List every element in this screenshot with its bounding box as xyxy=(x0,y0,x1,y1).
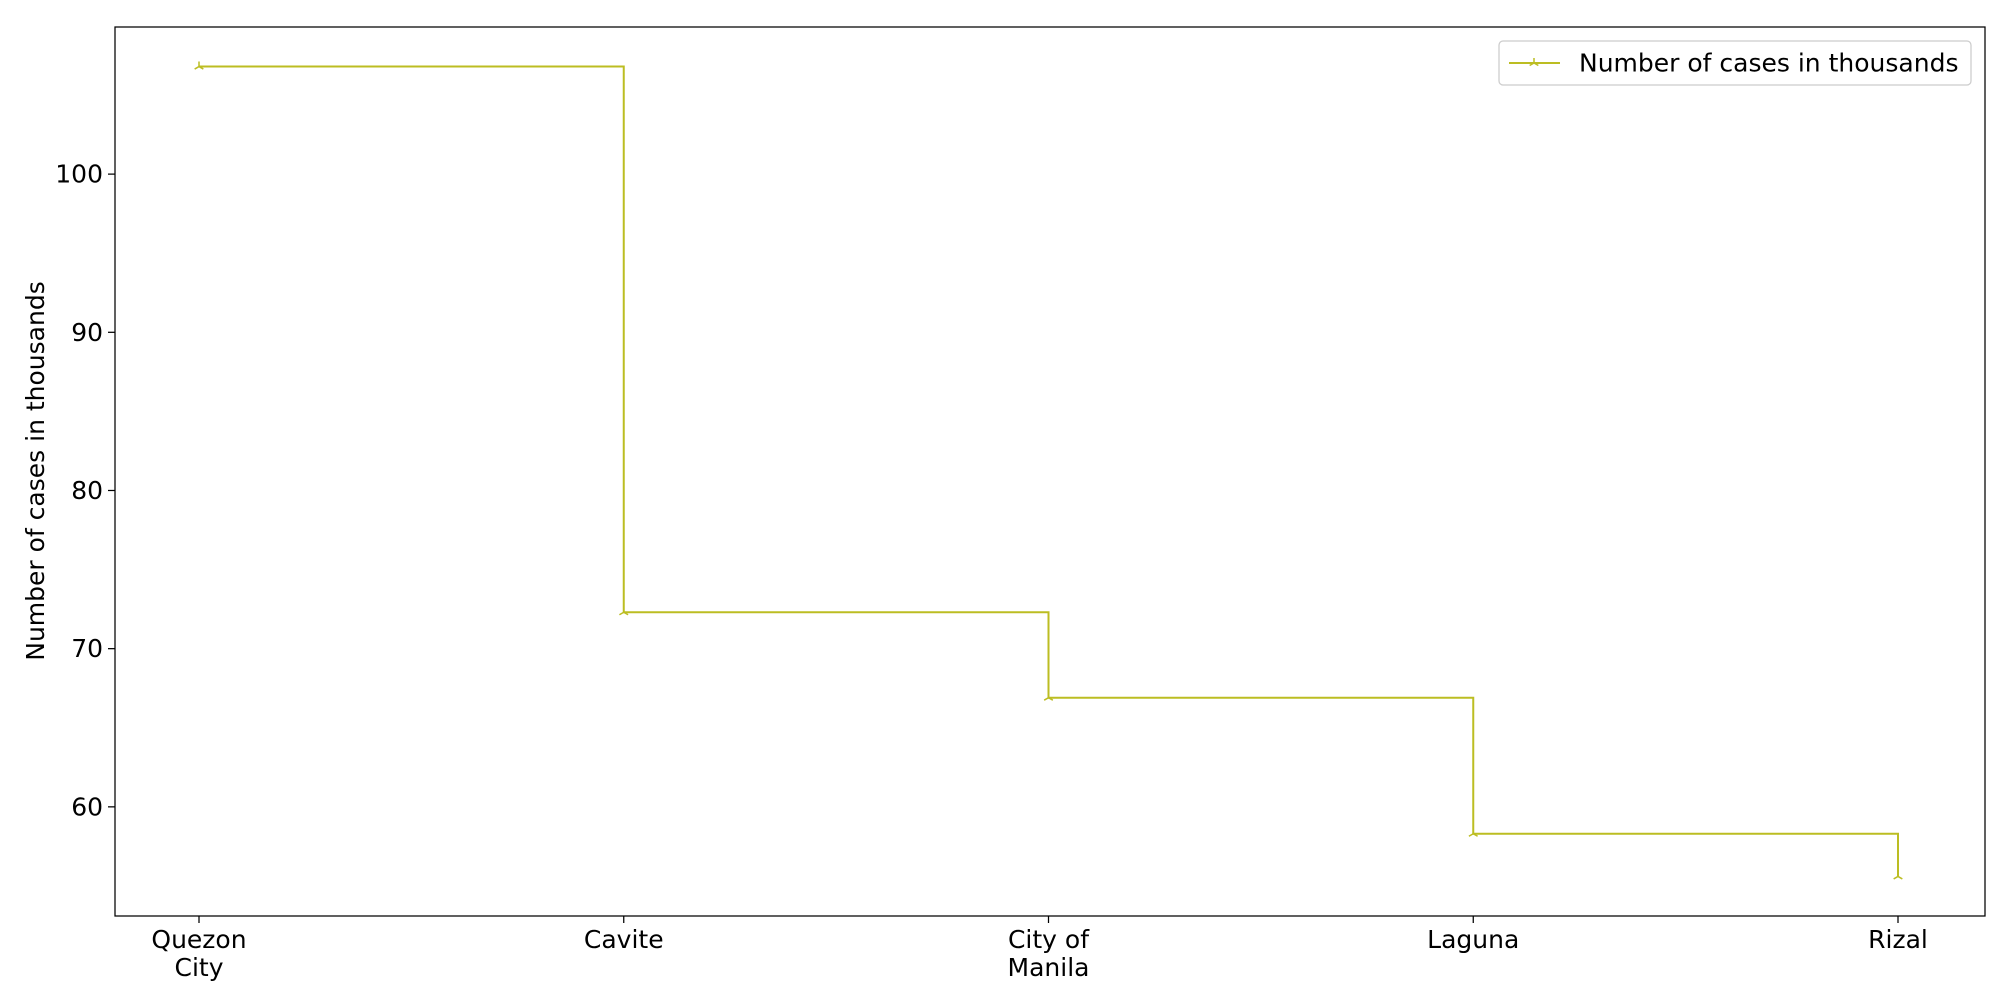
x-tick-label: Cavite xyxy=(584,925,664,954)
plot-area: 60 70 80 90 100 Quezon City Cavite City of Manila… xyxy=(55,26,1986,982)
legend-box xyxy=(1498,40,1972,86)
data-point-marker xyxy=(194,61,204,70)
x-tick-label: City of Manila xyxy=(1008,925,1091,982)
data-point-marker xyxy=(1893,871,1903,880)
y-tick-label: 80 xyxy=(71,476,103,505)
legend-marker-swatch xyxy=(1529,58,1539,67)
x-tick-label: Laguna xyxy=(1427,925,1519,954)
data-point-marker xyxy=(619,607,629,616)
x-tick-label: Quezon City xyxy=(151,925,246,982)
axes-frame xyxy=(114,26,1986,917)
x-tick-label: Rizal xyxy=(1868,925,1928,954)
y-tick-label: 90 xyxy=(71,318,103,347)
y-axis-label: Number of cases in thousands xyxy=(21,281,50,660)
legend-label: Number of cases in thousands xyxy=(1579,49,1958,78)
y-tick-label: 60 xyxy=(71,792,103,821)
data-point-marker xyxy=(1043,692,1054,701)
y-tick-label: 70 xyxy=(71,634,103,663)
legend: Number of cases in thousands xyxy=(1498,40,1972,86)
y-tick-label: 100 xyxy=(55,160,103,189)
data-point-marker xyxy=(1468,828,1478,837)
